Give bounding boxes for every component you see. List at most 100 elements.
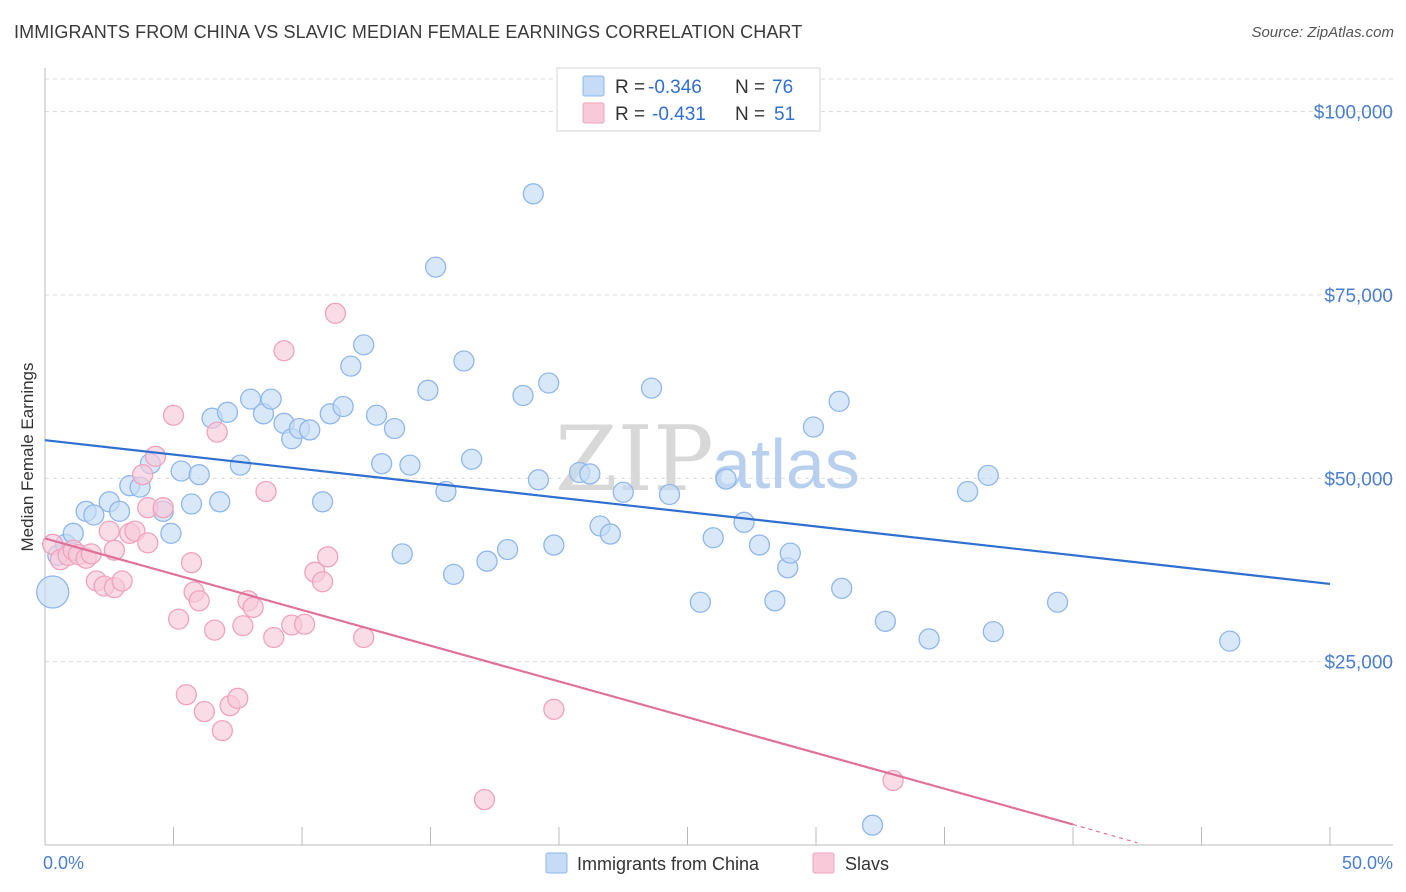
- legend-swatch-slavs: [582, 102, 605, 124]
- data-point: [982, 620, 1004, 643]
- data-point: [255, 480, 277, 503]
- data-point: [733, 511, 755, 533]
- data-point: [203, 619, 226, 641]
- data-point: [365, 404, 388, 426]
- chart-title: IMMIGRANTS FROM CHINA VS SLAVIC MEDIAN F…: [14, 22, 803, 42]
- data-point: [802, 416, 825, 438]
- data-point: [83, 504, 105, 526]
- data-point: [108, 500, 131, 522]
- data-point: [188, 464, 210, 486]
- data-point: [391, 543, 413, 565]
- data-point: [543, 534, 565, 556]
- data-point: [160, 522, 182, 544]
- data-point: [324, 302, 347, 324]
- data-point: [167, 608, 190, 630]
- data-point: [260, 388, 282, 410]
- y-tick-label: $75,000: [1324, 286, 1393, 307]
- data-point: [170, 460, 192, 482]
- data-point: [111, 570, 133, 592]
- legend-n-value-slavs: 51: [774, 104, 795, 125]
- data-point: [353, 626, 375, 649]
- trend-line-slavs: [44, 537, 1074, 826]
- data-point: [861, 814, 884, 836]
- data-point: [273, 340, 295, 362]
- y-tick-label: $100,000: [1314, 103, 1393, 124]
- data-point: [399, 454, 421, 476]
- data-point: [227, 687, 249, 709]
- legend-r-value-china: -0.346: [648, 77, 702, 98]
- data-point: [715, 468, 737, 490]
- series-slavs-points: [42, 302, 904, 811]
- data-point: [175, 684, 198, 706]
- y-tick-label: $50,000: [1324, 469, 1393, 490]
- data-point: [476, 550, 498, 572]
- trend-line-china: [44, 439, 1331, 586]
- data-point: [180, 552, 203, 574]
- trend-line-extension-slavs: [1072, 823, 1138, 844]
- stats-legend: R = -0.346 N = 76 R = -0.431 N = 51: [556, 67, 821, 132]
- data-point: [383, 417, 406, 440]
- trend-layer: [44, 439, 1331, 844]
- watermark-zip: ZIP: [555, 407, 714, 512]
- legend-r-label-china: R =: [615, 77, 645, 98]
- data-point: [764, 590, 786, 612]
- bottom-legend-label-china: Immigrants from China: [577, 854, 760, 874]
- bottom-legend-swatch-slavs: [812, 852, 835, 874]
- data-point: [299, 419, 321, 441]
- data-point: [317, 546, 339, 568]
- data-point: [1219, 630, 1241, 652]
- data-point: [874, 610, 897, 632]
- data-point: [918, 628, 940, 650]
- data-point: [473, 788, 496, 811]
- axes-layer: [44, 68, 1393, 846]
- data-point: [137, 532, 159, 554]
- legend-swatch-china: [582, 75, 605, 97]
- data-point: [98, 520, 120, 542]
- data-point: [188, 590, 210, 612]
- data-point: [353, 334, 375, 356]
- y-tick-label: $25,000: [1324, 653, 1393, 674]
- data-point: [522, 183, 544, 205]
- data-point: [103, 539, 126, 561]
- data-point: [512, 384, 534, 407]
- data-point: [180, 493, 203, 515]
- data-point: [702, 527, 724, 549]
- data-point: [460, 448, 483, 470]
- legend-r-label-slavs: R =: [615, 104, 645, 125]
- data-point: [977, 464, 999, 487]
- data-point: [293, 613, 316, 635]
- data-point: [831, 577, 853, 599]
- data-point: [193, 700, 215, 723]
- x-tick-label-min: 0.0%: [43, 853, 84, 873]
- series-legend: Immigrants from China Slavs: [545, 852, 889, 874]
- data-point: [206, 421, 228, 443]
- bottom-legend-swatch-china: [545, 852, 568, 874]
- legend-n-value-china: 76: [772, 77, 793, 98]
- data-point: [162, 404, 185, 426]
- legend-n-label-china: N =: [735, 77, 765, 98]
- data-point: [417, 379, 439, 401]
- data-point: [640, 377, 663, 399]
- legend-n-label-slavs: N =: [735, 104, 765, 125]
- data-point: [132, 464, 154, 486]
- data-point: [229, 454, 251, 476]
- data-point: [209, 491, 231, 513]
- data-point: [612, 481, 634, 503]
- data-point: [689, 591, 711, 613]
- data-point: [242, 596, 264, 619]
- data-point: [263, 626, 285, 649]
- data-point: [779, 542, 801, 564]
- data-point: [152, 497, 174, 519]
- x-tick-label-max: 50.0%: [1342, 853, 1393, 873]
- series-china-points: [36, 183, 1241, 836]
- data-point: [211, 719, 233, 742]
- points-layer: [36, 183, 1241, 836]
- data-point: [748, 534, 771, 556]
- data-point: [216, 401, 239, 423]
- data-point: [144, 445, 167, 467]
- data-point: [1046, 591, 1069, 613]
- y-axis-title: Median Female Earnings: [18, 363, 37, 552]
- data-point: [332, 395, 354, 418]
- y-tick-labels: $25,000 $50,000 $75,000 $100,000: [1314, 103, 1393, 674]
